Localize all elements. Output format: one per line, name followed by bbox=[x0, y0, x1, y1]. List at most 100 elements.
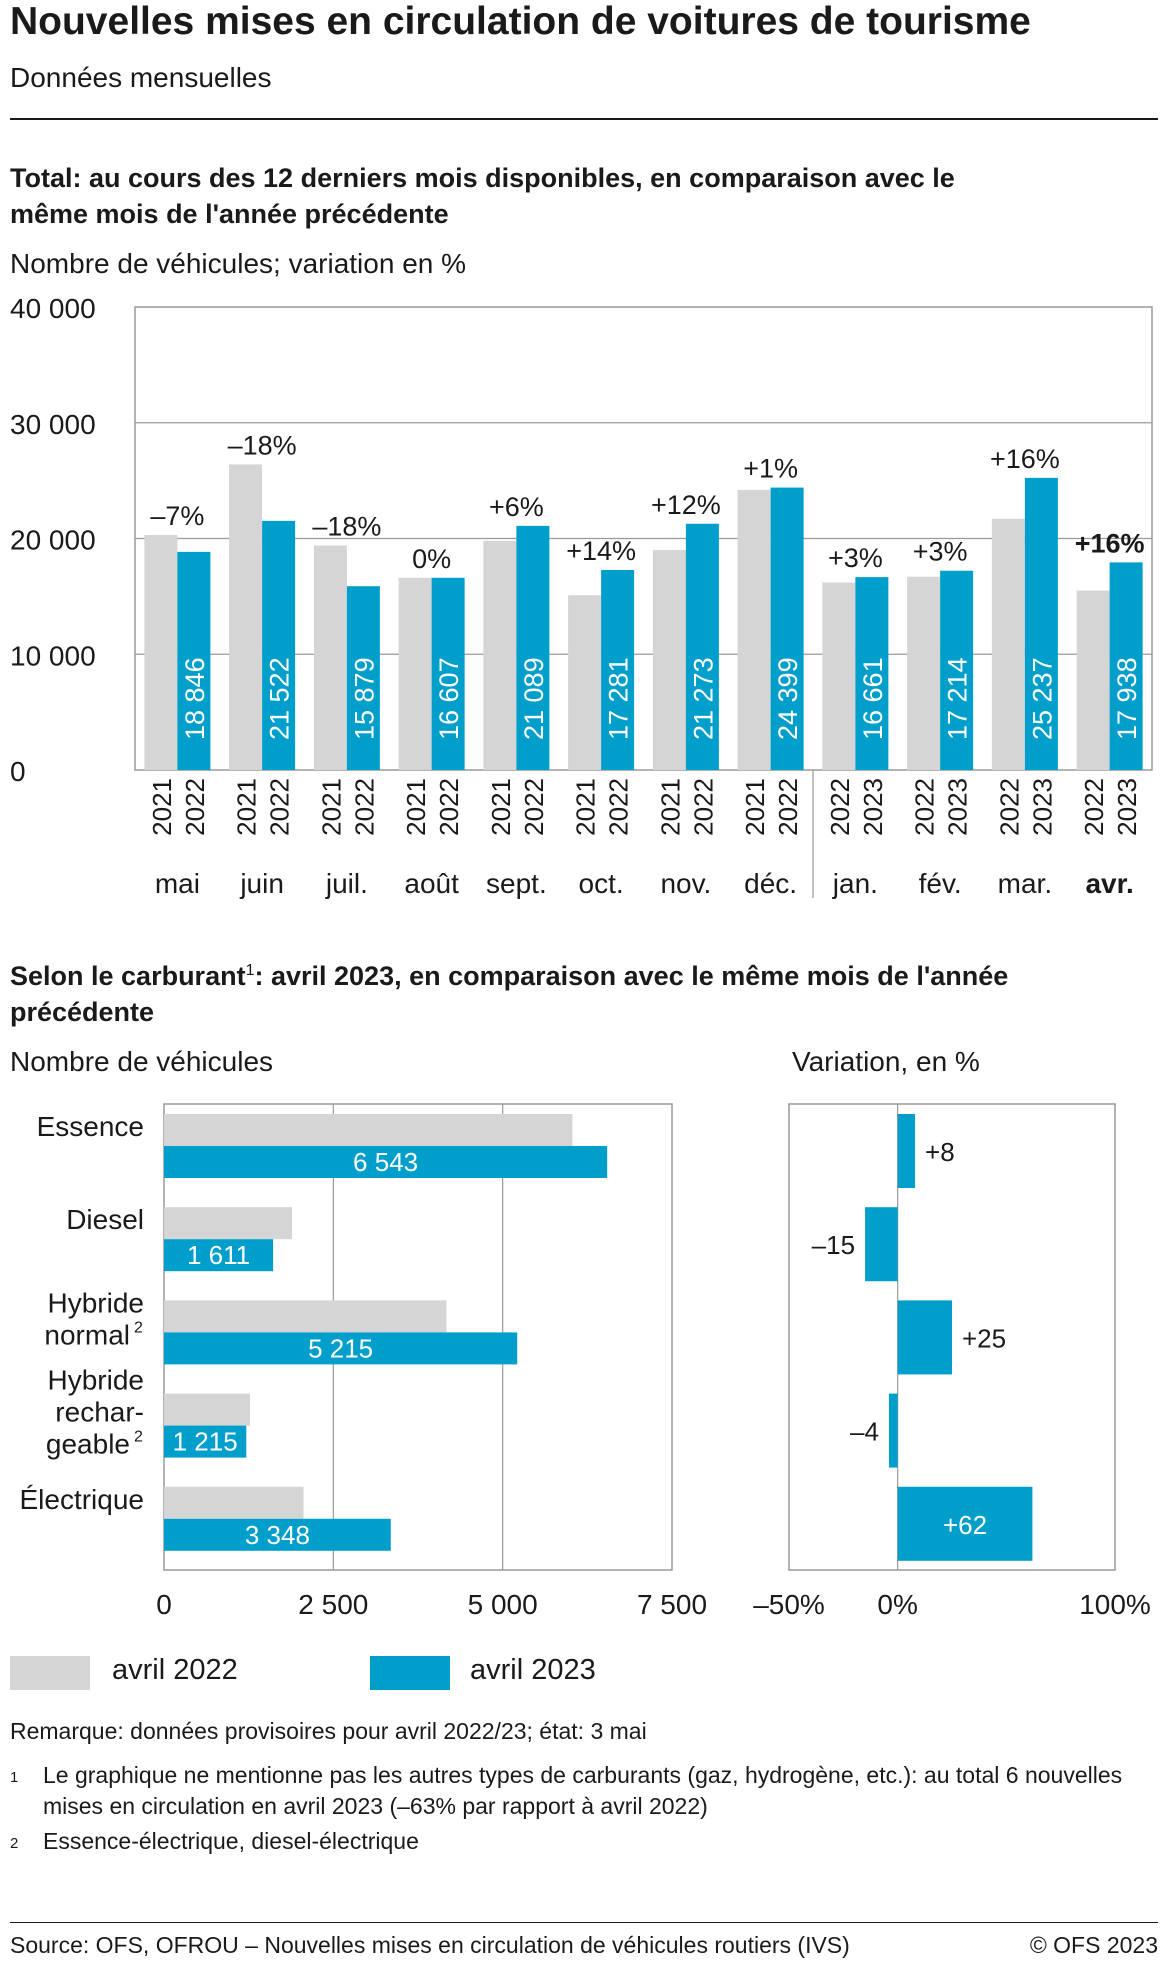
bar-current bbox=[1109, 562, 1143, 770]
year-label-current: 2023 bbox=[943, 778, 973, 836]
bar-value-label: 6 543 bbox=[353, 1147, 418, 1177]
bar-value-label: 21 522 bbox=[265, 657, 295, 740]
year-label-previous: 2021 bbox=[147, 778, 177, 836]
year-label-previous: 2021 bbox=[655, 778, 685, 836]
year-label-previous: 2021 bbox=[486, 778, 516, 836]
year-label-current: 2023 bbox=[1027, 778, 1057, 836]
change-label: +3% bbox=[913, 537, 968, 567]
change-label: +1% bbox=[743, 454, 798, 484]
change-label: +14% bbox=[566, 536, 636, 566]
change-label: –7% bbox=[150, 501, 204, 531]
section1-unit-label: Nombre de véhicules; variation en % bbox=[10, 248, 467, 279]
x-tick-label: 5 000 bbox=[468, 1589, 538, 1620]
bar-previous bbox=[164, 1486, 304, 1519]
category-footnote-mark: 2 bbox=[134, 1319, 143, 1336]
year-label-current: 2022 bbox=[773, 778, 803, 836]
bar-current bbox=[770, 487, 804, 770]
y-tick-label: 20 000 bbox=[10, 525, 96, 556]
x-tick-label: 2 500 bbox=[298, 1589, 368, 1620]
bar-previous bbox=[164, 1207, 293, 1240]
section2-heading-footnote-mark: 1 bbox=[245, 962, 255, 979]
variation-bar bbox=[888, 1393, 898, 1468]
plot-frame bbox=[788, 1103, 1116, 1571]
year-label-previous: 2021 bbox=[571, 778, 601, 836]
bar-current bbox=[601, 569, 635, 770]
variation-value-label: +8 bbox=[925, 1137, 955, 1167]
month-label: mar. bbox=[998, 868, 1052, 899]
month-label: avr. bbox=[1085, 868, 1133, 899]
year-label-current: 2022 bbox=[434, 778, 464, 836]
variation-bar bbox=[865, 1207, 898, 1282]
bar-previous bbox=[164, 1300, 447, 1333]
month-label: mai bbox=[155, 868, 200, 899]
change-label: +16% bbox=[1075, 528, 1145, 558]
change-label: 0% bbox=[412, 544, 451, 574]
remark-note: Remarque: données provisoires pour avril… bbox=[10, 1718, 647, 1744]
category-footnote-mark: 2 bbox=[134, 1429, 143, 1446]
year-label-current: 2022 bbox=[265, 778, 295, 836]
fuel-bar-chart: 0 2 500 5 000 7 500 6 543 Essence 1 611 Diesel 5… bbox=[19, 1103, 707, 1620]
bar-value-label: 18 846 bbox=[180, 657, 210, 740]
bar-previous bbox=[398, 577, 432, 770]
year-label-previous: 2021 bbox=[740, 778, 770, 836]
footnote1-mark: 1 bbox=[10, 1769, 19, 1786]
x-tick-label: 0% bbox=[877, 1589, 917, 1620]
x-tick-label: 0 bbox=[156, 1589, 172, 1620]
month-label: août bbox=[404, 868, 459, 899]
variation-bar bbox=[897, 1486, 1033, 1561]
legend-label-previous: avril 2022 bbox=[112, 1654, 238, 1686]
category-label: Électrique bbox=[19, 1484, 144, 1515]
variation-bar bbox=[897, 1300, 952, 1375]
bar-current bbox=[1024, 477, 1058, 770]
bar-value-label: 1 215 bbox=[173, 1427, 238, 1457]
legend-swatch-current bbox=[370, 1656, 450, 1690]
month-label: déc. bbox=[744, 868, 797, 899]
bar-current bbox=[164, 1425, 247, 1458]
fuel-unit-label: Nombre de véhicules bbox=[10, 1046, 274, 1077]
bar-current bbox=[164, 1518, 391, 1551]
variation-bar bbox=[897, 1114, 916, 1188]
bottom-rule bbox=[10, 1922, 1158, 1923]
y-tick-label: 30 000 bbox=[10, 409, 96, 440]
footnote2-text: Essence-électrique, diesel-électrique bbox=[43, 1828, 419, 1854]
section2-heading-part2: : avril 2023, en comparaison avec le mêm… bbox=[10, 961, 1009, 1027]
year-label-previous: 2022 bbox=[825, 778, 855, 836]
bar-previous bbox=[652, 550, 686, 770]
bar-current bbox=[685, 523, 719, 770]
bar-value-label: 1 611 bbox=[187, 1240, 250, 1270]
year-label-current: 2022 bbox=[604, 778, 634, 836]
y-tick-label: 0 bbox=[10, 756, 26, 787]
year-label-previous: 2021 bbox=[316, 778, 346, 836]
bar-value-label: 17 938 bbox=[1112, 657, 1142, 740]
change-label: +16% bbox=[990, 444, 1060, 474]
category-label: Essence bbox=[37, 1111, 144, 1142]
bar-current bbox=[346, 586, 380, 770]
year-label-current: 2022 bbox=[180, 778, 210, 836]
month-label: sept. bbox=[486, 868, 547, 899]
bar-value-label: 5 215 bbox=[308, 1333, 373, 1363]
footnote2-mark: 2 bbox=[10, 1835, 19, 1852]
section2-heading-part1: Selon le carburant bbox=[10, 961, 246, 991]
top-rule bbox=[10, 118, 1158, 120]
chart-subtitle: Données mensuelles bbox=[10, 62, 272, 93]
bar-previous bbox=[1076, 590, 1110, 770]
x-tick-label: 100% bbox=[1079, 1589, 1151, 1620]
bar-value-label: 15 879 bbox=[349, 657, 379, 740]
x-tick-label: –50% bbox=[753, 1589, 825, 1620]
bar-previous bbox=[164, 1114, 573, 1146]
variation-value-label: +62 bbox=[943, 1510, 987, 1540]
footnote1-text: Le graphique ne mentionne pas les autres… bbox=[43, 1762, 1123, 1819]
chart-title: Nouvelles mises en circulation de voitur… bbox=[10, 0, 1031, 43]
variation-bar-chart: –50% 0% 100% +8 –15 +25 –4 +62 bbox=[753, 1103, 1151, 1620]
bar-current bbox=[164, 1332, 518, 1365]
year-label-previous: 2022 bbox=[910, 778, 940, 836]
month-label: juin bbox=[239, 868, 284, 899]
bar-value-label: 3 348 bbox=[245, 1520, 310, 1550]
bar-current bbox=[855, 577, 889, 770]
month-label: jan. bbox=[832, 868, 878, 899]
bar-previous bbox=[144, 535, 178, 770]
category-label: rechar- bbox=[55, 1397, 144, 1428]
bar-current bbox=[940, 570, 974, 770]
category-label: geable bbox=[46, 1429, 130, 1460]
copyright-note: © OFS 2023 bbox=[1029, 1932, 1158, 1958]
